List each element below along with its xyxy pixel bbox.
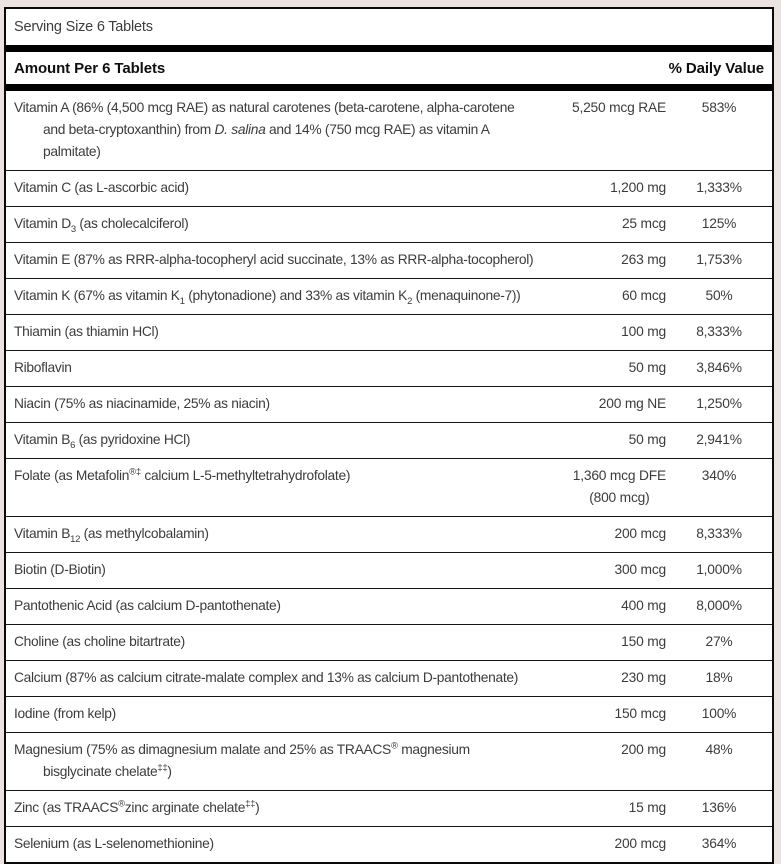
nutrient-daily-value: 48% [705,742,733,757]
nutrient-row: Riboflavin 50 mg 3,846% [6,350,772,386]
supplement-facts-panel: Serving Size 6 Tablets Amount Per 6 Tabl… [4,7,774,864]
nutrient-name: Thiamin (as thiamin HCl) [14,324,159,339]
nutrient-daily-value: 1,000% [696,562,742,577]
nutrient-amount: 1,360 mcg DFE (800 mcg) [572,468,666,505]
nutrient-row: Niacin (75% as niacinamide, 25% as niaci… [6,386,772,422]
nutrient-name: Vitamin B6 (as pyridoxine HCl) [14,432,191,451]
nutrient-row: Vitamin B12 (as methylcobalamin) 200 mcg 8… [6,516,772,552]
nutrient-row: Vitamin B6 (as pyridoxine HCl) 50 mg 2,941… [6,422,772,458]
nutrient-row: Vitamin A (86% (4,500 mcg RAE) as natura… [6,91,772,170]
nutrient-name: Riboflavin [14,360,72,375]
nutrient-name: Choline (as choline bitartrate) [14,634,185,649]
amount-column-header: Amount Per 6 Tablets [14,59,166,77]
nutrient-name: Calcium (87% as calcium citrate-malate c… [14,670,519,685]
nutrient-amount: 200 mcg [614,836,666,851]
nutrient-amount: 300 mcg [614,562,666,577]
nutrient-row: Vitamin K (67% as vitamin K1 (phytonadio… [6,278,772,314]
nutrient-amount: 400 mg [621,598,666,613]
nutrient-row: Choline (as choline bitartrate) 150 mg 27% [6,624,772,660]
nutrient-daily-value: 125% [701,216,737,231]
nutrient-daily-value: 1,753% [696,252,742,267]
nutrient-row: Iodine (from kelp) 150 mcg 100% [6,696,772,732]
nutrient-amount: 5,250 mcg RAE [571,100,666,115]
nutrient-row: Pantothenic Acid (as calcium D-pantothen… [6,588,772,624]
nutrient-row: Calcium (87% as calcium citrate-malate c… [6,660,772,696]
nutrient-amount: 50 mg [628,360,667,375]
nutrient-amount: 263 mg [621,252,666,267]
nutrient-amount: 200 mg NE [598,396,666,411]
nutrient-amount: 150 mcg [614,706,666,721]
nutrient-name: Iodine (from kelp) [14,706,116,721]
serving-size-text: Serving Size 6 Tablets [14,19,153,35]
column-header-row: Amount Per 6 Tablets % Daily Value [6,52,772,84]
nutrient-amount: 200 mcg [614,526,666,541]
nutrient-name: Selenium (as L-selenomethionine) [14,836,214,851]
nutrient-name: Zinc (as TRAACS®zinc arginate chelate‡‡) [14,798,260,815]
dv-column-header: % Daily Value [668,59,765,77]
nutrient-row: Biotin (D-Biotin) 300 mcg 1,000% [6,552,772,588]
nutrient-row: Folate (as Metafolin®‡ calcium L-5-methy… [6,458,772,516]
nutrient-row: Magnesium (75% as dimagnesium malate and… [6,732,772,790]
nutrient-daily-value: 1,250% [696,396,742,411]
nutrient-amount: 15 mg [628,800,667,815]
nutrient-name: Vitamin K (67% as vitamin K1 (phytonadio… [14,288,521,307]
nutrient-name: Pantothenic Acid (as calcium D-pantothen… [14,598,281,613]
nutrient-daily-value: 27% [705,634,733,649]
nutrient-daily-value: 3,846% [696,360,742,375]
nutrient-row: Selenium (as L-selenomethionine) 200 mcg 3… [6,826,772,862]
nutrient-row: Vitamin E (87% as RRR-alpha-tocopheryl a… [6,242,772,278]
nutrient-daily-value: 364% [701,836,737,851]
nutrient-amount: 50 mg [628,432,667,447]
nutrient-row: Vitamin D3 (as cholecalciferol) 25 mcg 125… [6,206,772,242]
nutrient-daily-value: 340% [701,468,737,483]
nutrient-amount: 100 mg [621,324,666,339]
nutrient-name: Biotin (D-Biotin) [14,562,106,577]
nutrient-name: Vitamin E (87% as RRR-alpha-tocopheryl a… [14,252,534,267]
nutrient-name: Magnesium (75% as dimagnesium malate and… [14,740,470,779]
nutrient-name: Folate (as Metafolin®‡ calcium L-5-methy… [14,466,351,483]
nutrient-daily-value: 50% [705,288,733,303]
nutrient-amount: 150 mg [621,634,666,649]
nutrient-daily-value: 1,333% [696,180,742,195]
nutrient-daily-value: 18% [705,670,733,685]
nutrient-daily-value: 583% [701,100,737,115]
nutrient-daily-value: 8,333% [696,324,742,339]
nutrient-name: Vitamin C (as L-ascorbic acid) [14,180,189,195]
nutrient-row: Zinc (as TRAACS®zinc arginate chelate‡‡)… [6,790,772,826]
nutrient-amount: 1,200 mg [610,180,666,195]
nutrient-name: Vitamin B12 (as methylcobalamin) [14,526,209,545]
nutrient-rows: Vitamin A (86% (4,500 mcg RAE) as natura… [6,91,772,862]
nutrient-amount: 25 mcg [621,216,666,231]
nutrient-row: Vitamin C (as L-ascorbic acid) 1,200 mg 1,… [6,170,772,206]
nutrient-daily-value: 136% [701,800,737,815]
nutrient-daily-value: 100% [701,706,737,721]
nutrient-amount: 230 mg [621,670,666,685]
nutrient-row: Thiamin (as thiamin HCl) 100 mg 8,333% [6,314,772,350]
nutrient-amount: 60 mcg [621,288,666,303]
nutrient-daily-value: 2,941% [696,432,742,447]
nutrient-name: Niacin (75% as niacinamide, 25% as niaci… [14,396,270,411]
nutrient-daily-value: 8,333% [696,526,742,541]
nutrient-amount: 200 mg [621,742,666,757]
nutrient-name: Vitamin D3 (as cholecalciferol) [14,216,189,235]
divider-bar-top [6,45,772,52]
divider-bar-bottom [6,84,772,91]
nutrient-name: Vitamin A (86% (4,500 mcg RAE) as natura… [14,100,515,159]
nutrient-daily-value: 8,000% [696,598,742,613]
